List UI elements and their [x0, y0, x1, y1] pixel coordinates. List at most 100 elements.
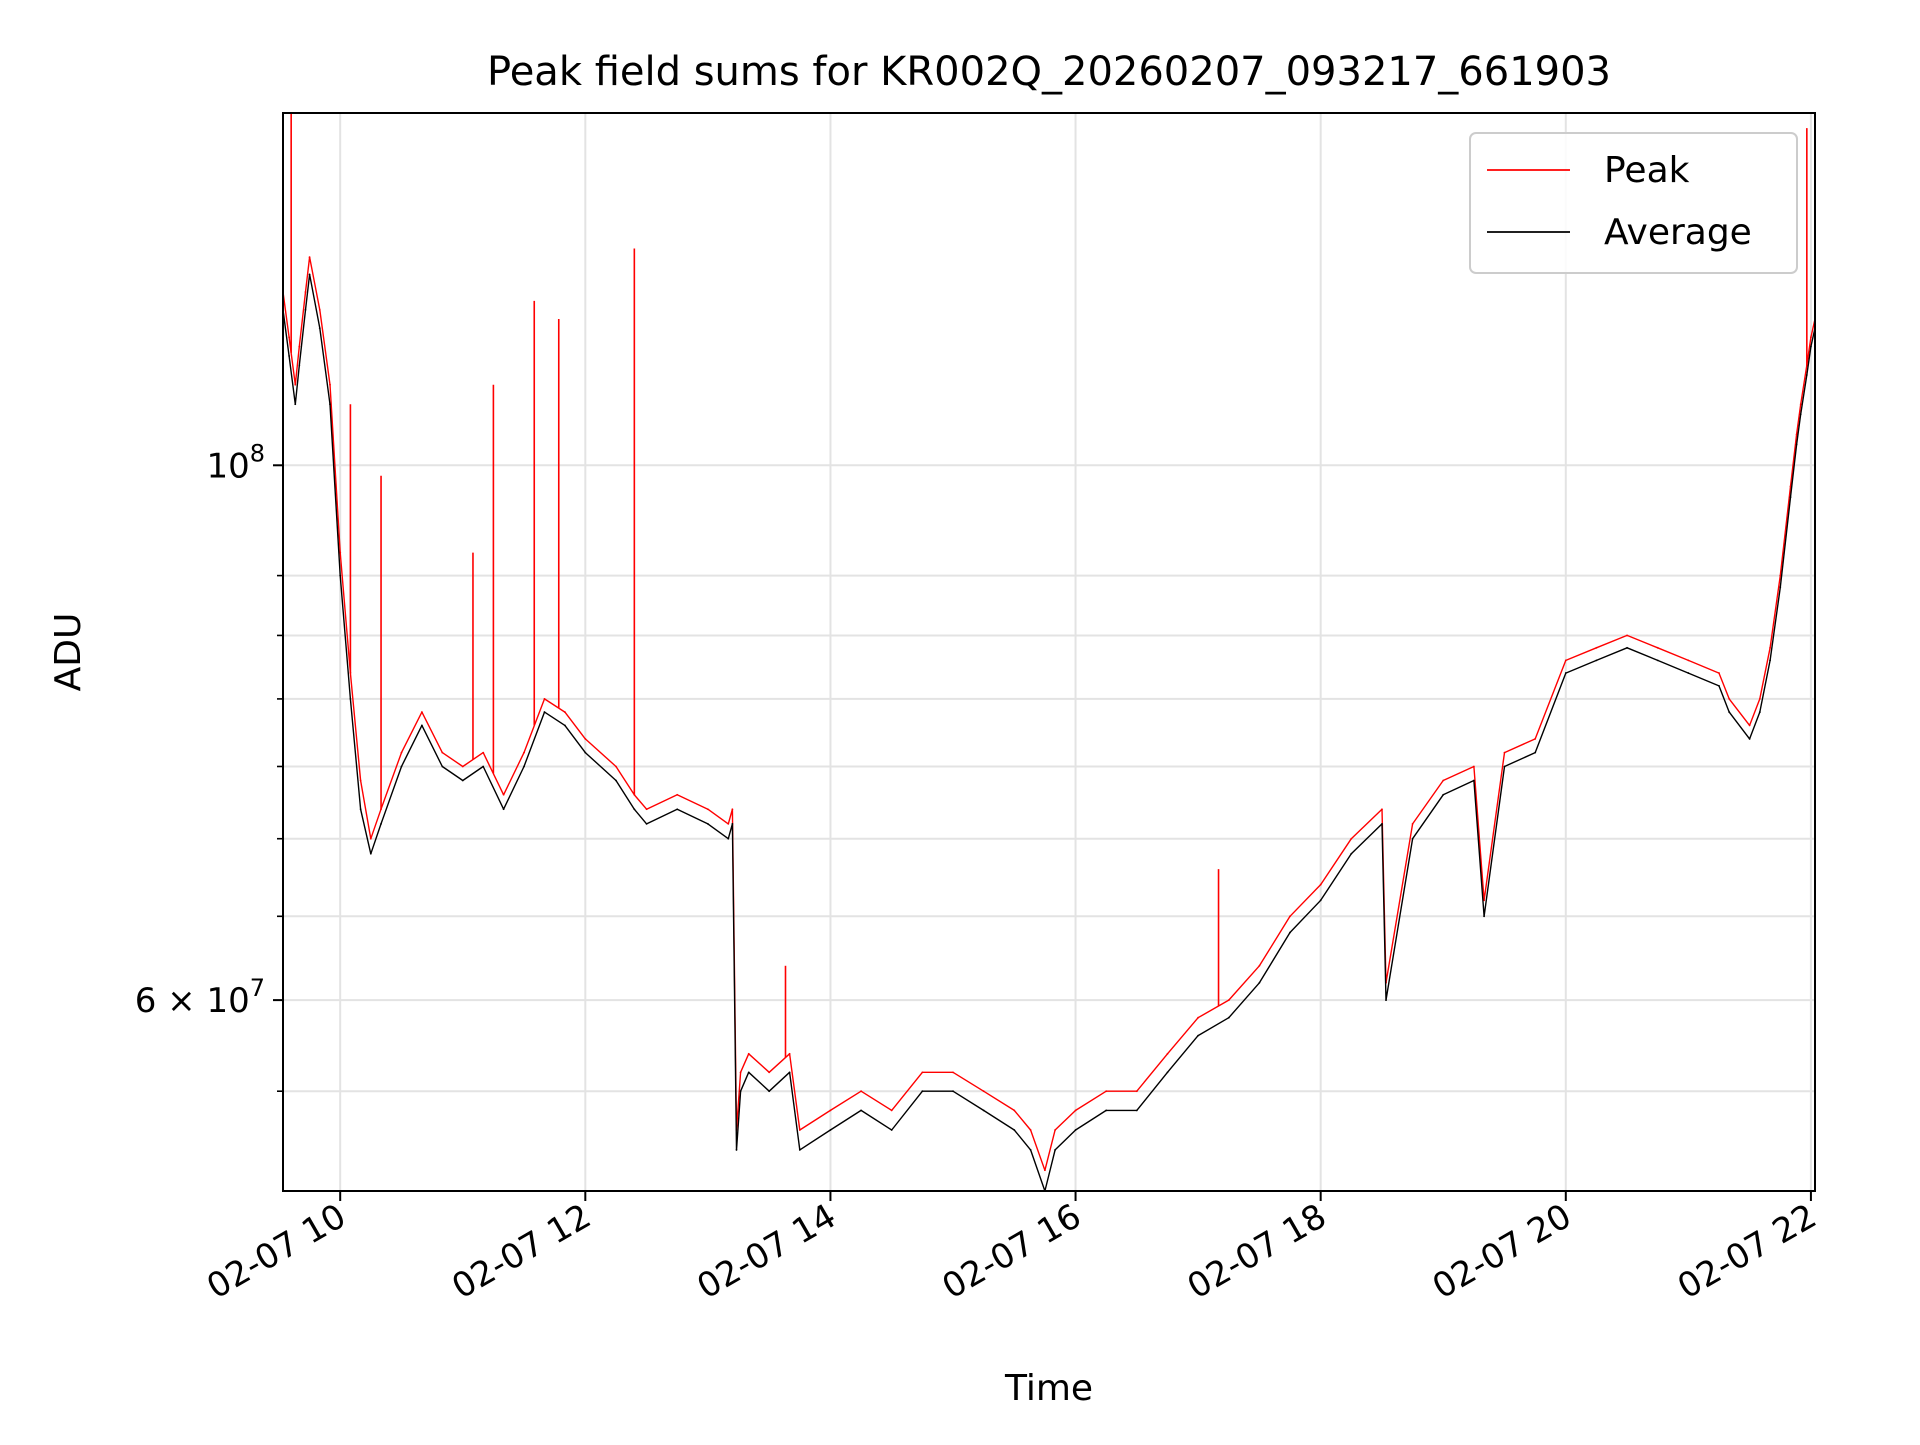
data-point-peak — [1626, 634, 1628, 637]
data-point-peak — [1810, 336, 1812, 339]
data-point-peak — [739, 1071, 742, 1074]
data-point-average — [1795, 443, 1798, 446]
data-point-peak — [1054, 1129, 1057, 1131]
data-point-peak — [421, 711, 423, 713]
data-point-peak — [1044, 1169, 1046, 1172]
data-point-average — [563, 724, 566, 727]
series-peak — [282, 256, 1816, 1172]
data-point-peak — [1728, 698, 1731, 700]
data-point-average — [731, 822, 734, 825]
data-point-average — [952, 1090, 954, 1093]
data-point-peak — [1442, 779, 1445, 782]
series-average — [282, 273, 1816, 1192]
data-point-peak — [1758, 698, 1761, 700]
data-point-average — [921, 1090, 924, 1093]
data-point-peak — [1799, 403, 1802, 406]
data-point-average — [421, 724, 423, 727]
data-point-average — [1799, 413, 1802, 416]
data-point-average — [288, 355, 291, 357]
data-point-average — [1411, 837, 1414, 840]
data-point-average — [1227, 1016, 1230, 1019]
data-point-average — [1564, 672, 1567, 674]
data-point-average — [329, 403, 331, 406]
data-point-peak — [563, 711, 566, 713]
data-point-average — [615, 779, 617, 782]
data-point-peak — [615, 765, 617, 768]
data-point-average — [1769, 659, 1771, 662]
data-point-average — [1472, 779, 1475, 782]
data-point-average — [1197, 1034, 1200, 1037]
data-point-peak — [329, 383, 331, 386]
legend-peak-label: Peak — [1604, 150, 1690, 191]
data-point-average — [860, 1109, 862, 1112]
data-point-average — [369, 852, 372, 855]
data-point-peak — [788, 1052, 791, 1055]
data-point-peak — [502, 793, 505, 796]
data-point-average — [1656, 659, 1659, 662]
data-point-average — [1626, 646, 1628, 649]
data-point-peak — [676, 793, 679, 796]
data-point-peak — [1795, 433, 1798, 436]
data-point-peak — [1769, 646, 1771, 649]
data-point-average — [1319, 899, 1322, 902]
data-point-average — [829, 1129, 832, 1131]
data-point-peak — [860, 1090, 862, 1093]
data-point-peak — [441, 751, 444, 754]
data-point-peak — [1319, 883, 1322, 886]
data-point-peak — [461, 765, 464, 768]
data-point-peak — [1135, 1090, 1138, 1093]
data-point-average — [318, 327, 321, 329]
data-point-average — [298, 364, 301, 367]
data-point-average — [1789, 496, 1792, 499]
data-point-peak — [747, 1052, 750, 1055]
data-point-average — [304, 308, 307, 311]
data-point-peak — [1258, 964, 1261, 967]
data-point-average — [1054, 1149, 1057, 1151]
series-layer — [282, 113, 1816, 1192]
chart-title: Peak field sums for KR002Q_20260207_0932… — [487, 49, 1611, 95]
data-point-peak — [1029, 1129, 1032, 1131]
data-point-peak — [1503, 751, 1506, 754]
data-point-average — [308, 273, 311, 276]
data-point-peak — [706, 808, 709, 811]
data-point-peak — [1789, 485, 1792, 488]
data-point-peak — [298, 345, 301, 348]
data-point-average — [502, 808, 505, 811]
data-point-average — [735, 1149, 738, 1151]
data-point-average — [1166, 1071, 1169, 1074]
data-point-peak — [359, 779, 362, 782]
data-point-average — [584, 751, 587, 754]
data-point-peak — [1687, 659, 1690, 662]
data-point-peak — [523, 751, 525, 754]
data-point-peak — [921, 1071, 924, 1074]
data-point-average — [798, 1149, 801, 1151]
data-point-average — [349, 698, 352, 700]
data-point-peak — [543, 698, 546, 700]
y-tick-label: 108 — [206, 439, 265, 486]
data-point-average — [747, 1071, 750, 1074]
data-point-average — [1289, 931, 1291, 934]
data-point-average — [706, 822, 709, 825]
data-point-peak — [369, 837, 372, 840]
data-point-peak — [1718, 672, 1720, 674]
data-point-peak — [1350, 837, 1353, 840]
y-axis-label: ADU — [48, 613, 89, 692]
y-tick-exponent: 8 — [250, 439, 265, 467]
data-point-average — [727, 837, 730, 840]
data-point-average — [1258, 981, 1261, 984]
data-point-peak — [1472, 765, 1475, 768]
data-point-peak — [1748, 724, 1751, 727]
data-point-average — [359, 808, 362, 811]
data-point-peak — [1483, 899, 1485, 902]
data-point-average — [1534, 751, 1537, 754]
data-point-peak — [645, 808, 648, 811]
data-point-average — [1810, 345, 1812, 348]
data-point-peak — [1564, 659, 1567, 662]
data-point-average — [982, 1109, 985, 1112]
y-tick-exponent: 7 — [250, 974, 265, 1002]
data-point-peak — [982, 1090, 985, 1093]
data-point-peak — [584, 738, 587, 740]
plot-frame — [282, 112, 1816, 1192]
data-point-peak — [952, 1071, 954, 1074]
